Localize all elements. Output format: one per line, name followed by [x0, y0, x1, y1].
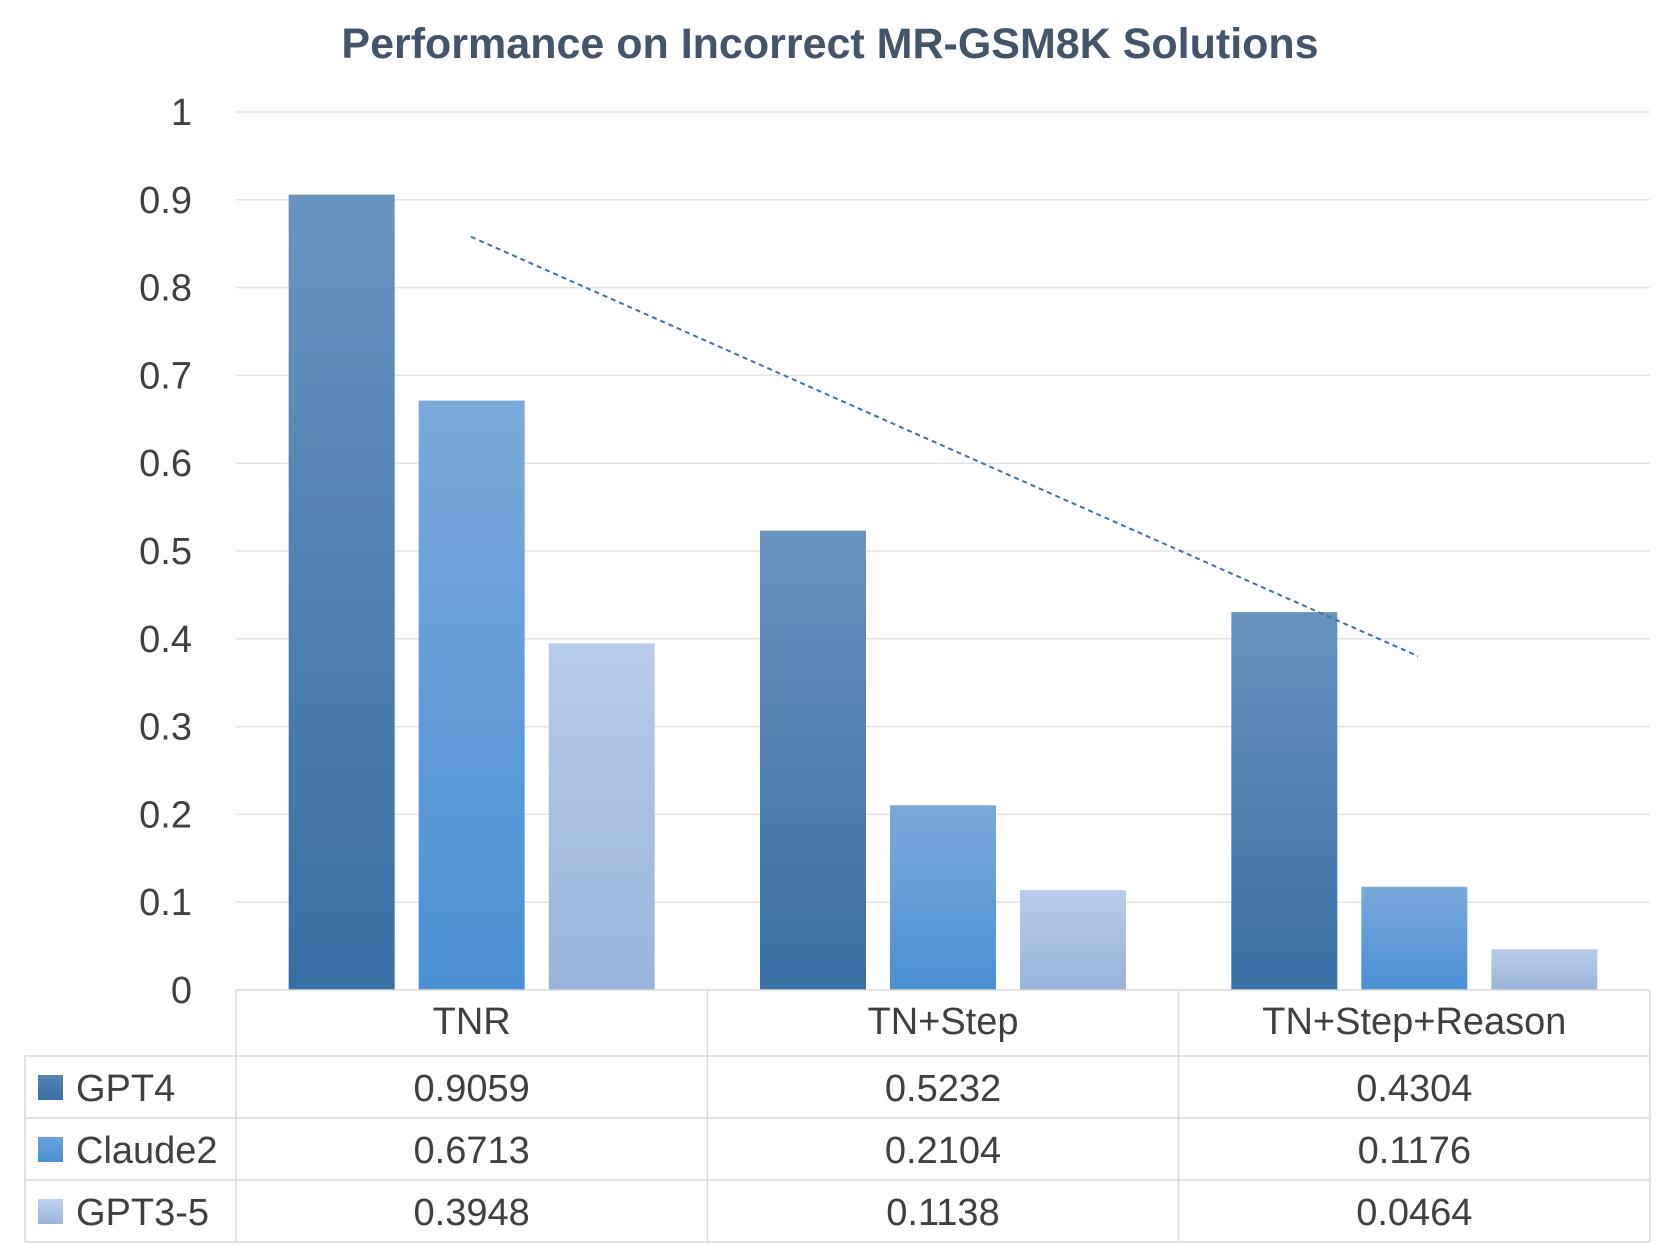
bar-gpt4-tn-step-reason — [1231, 612, 1338, 990]
trendline-gpt4 — [470, 235, 1419, 658]
bar-claude2-tn-step-reason — [1361, 886, 1468, 990]
y-tick-label: 0.1 — [139, 882, 192, 924]
table-cell: 0.9059 — [414, 1068, 530, 1110]
y-tick-label: 0.4 — [139, 619, 192, 661]
y-tick-label: 0.6 — [139, 443, 192, 485]
bars — [288, 194, 1598, 990]
bar-gpt3-5-tnr — [548, 643, 655, 990]
bar-gpt4-tnr — [288, 194, 395, 990]
y-tick-label: 0.5 — [139, 531, 192, 573]
table-cell: 0.6713 — [414, 1130, 530, 1172]
trendline — [470, 235, 1419, 658]
table-cell: 0.1176 — [1358, 1130, 1471, 1172]
bar-claude2-tnr — [418, 400, 525, 990]
legend-label: Claude2 — [76, 1130, 218, 1172]
chart-title: Performance on Incorrect MR-GSM8K Soluti… — [341, 20, 1318, 68]
legend-label: GPT3-5 — [76, 1192, 209, 1234]
x-tick-label: TN+Step — [867, 1001, 1018, 1043]
y-tick-label: 1 — [171, 92, 192, 134]
x-tick-label: TN+Step+Reason — [1262, 1001, 1566, 1043]
bar-gpt3-5-tn-step — [1020, 890, 1126, 990]
y-tick-label: 0.7 — [139, 355, 192, 397]
table-cell: 0.3948 — [414, 1192, 530, 1234]
data-table: TNR TN+Step TN+Step+Reason GPT4 0.9059 0.5232… — [24, 989, 1651, 1243]
bar-gpt4-tn-step — [760, 530, 866, 990]
legend-key-claude2 — [38, 1137, 63, 1162]
y-tick-label: 0.9 — [139, 180, 192, 222]
x-tick-label: TNR — [433, 1001, 511, 1043]
table-cell: 0.0464 — [1356, 1192, 1472, 1234]
y-tick-label: 0.8 — [139, 268, 192, 310]
y-tick-label: 0.2 — [139, 794, 192, 836]
y-axis: 0 0.1 0.2 0.3 0.4 0.5 0.6 0.7 0.8 0.9 1 — [139, 92, 192, 1012]
legend-label: GPT4 — [76, 1068, 175, 1110]
y-tick-label: 0 — [171, 970, 192, 1012]
y-tick-label: 0.3 — [139, 707, 192, 749]
table-cell: 0.5232 — [885, 1068, 1001, 1110]
legend-key-gpt4 — [38, 1075, 63, 1100]
legend-key-gpt3-5 — [38, 1199, 63, 1224]
table-cell: 0.4304 — [1356, 1068, 1472, 1110]
bar-gpt3-5-tn-step-reason — [1491, 949, 1598, 990]
bar-claude2-tn-step — [890, 805, 996, 990]
table-cell: 0.2104 — [885, 1130, 1001, 1172]
table-cell: 0.1138 — [886, 1192, 999, 1234]
